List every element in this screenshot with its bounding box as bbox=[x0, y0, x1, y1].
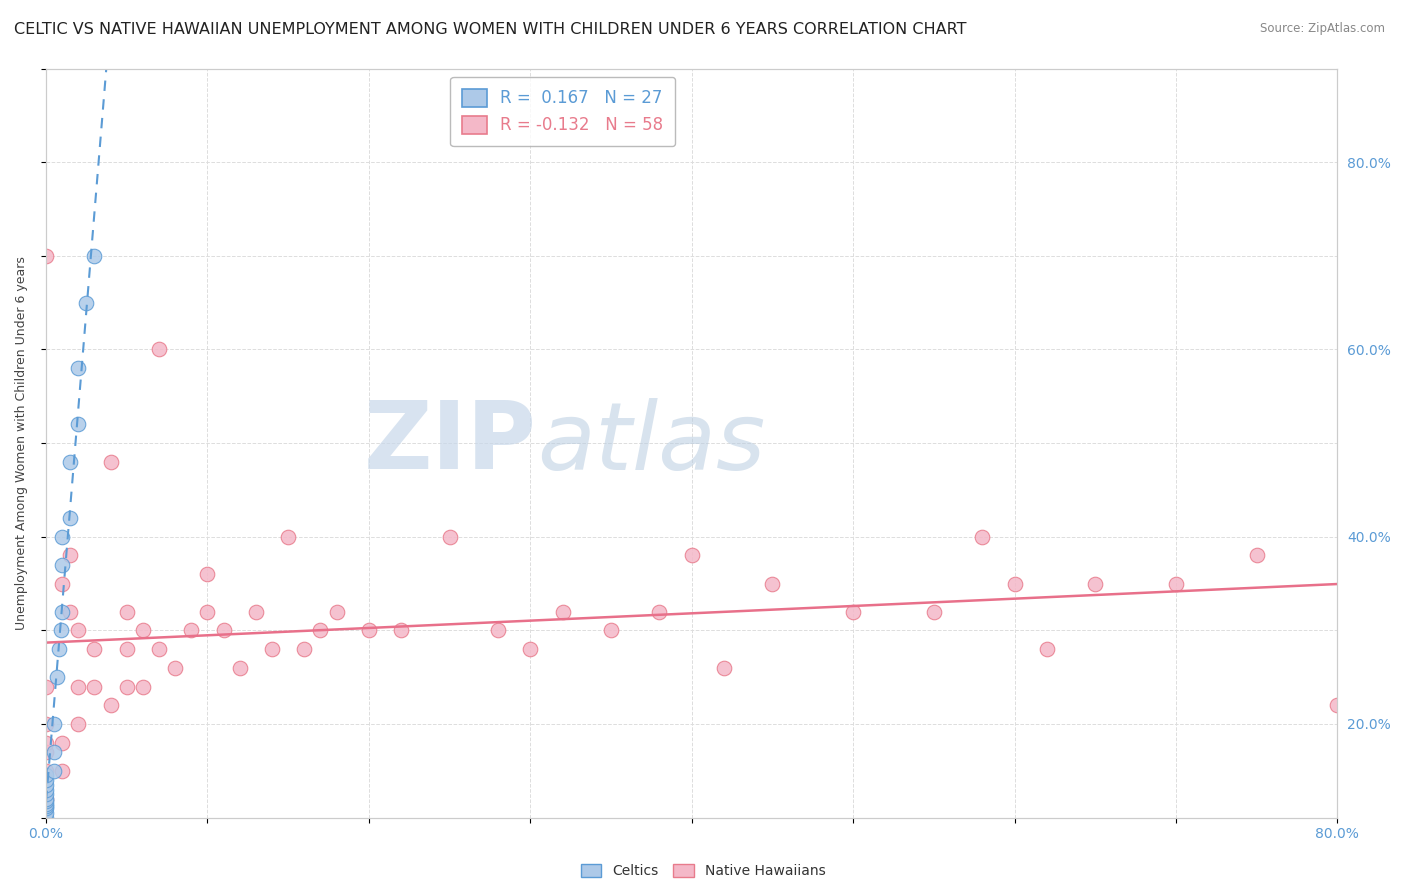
Point bbox=[35, 787, 58, 801]
Point bbox=[35, 249, 58, 263]
Point bbox=[67, 717, 90, 731]
Point bbox=[681, 549, 703, 563]
Point bbox=[212, 624, 235, 638]
Point bbox=[35, 794, 58, 808]
Point bbox=[59, 511, 82, 525]
Point bbox=[389, 624, 412, 638]
Point bbox=[197, 567, 219, 582]
Point bbox=[148, 343, 170, 357]
Point bbox=[35, 811, 58, 825]
Text: CELTIC VS NATIVE HAWAIIAN UNEMPLOYMENT AMONG WOMEN WITH CHILDREN UNDER 6 YEARS C: CELTIC VS NATIVE HAWAIIAN UNEMPLOYMENT A… bbox=[14, 22, 966, 37]
Point bbox=[1246, 549, 1268, 563]
Point bbox=[35, 792, 58, 806]
Point bbox=[51, 558, 73, 572]
Point bbox=[35, 805, 58, 820]
Point bbox=[51, 576, 73, 591]
Point bbox=[46, 670, 69, 684]
Point bbox=[277, 530, 299, 544]
Point bbox=[67, 680, 90, 694]
Point bbox=[67, 361, 90, 376]
Point bbox=[439, 530, 461, 544]
Point bbox=[132, 680, 155, 694]
Point bbox=[1036, 642, 1059, 657]
Point bbox=[292, 642, 315, 657]
Point bbox=[35, 745, 58, 759]
Legend: R =  0.167   N = 27, R = -0.132   N = 58: R = 0.167 N = 27, R = -0.132 N = 58 bbox=[450, 77, 675, 146]
Point bbox=[35, 680, 58, 694]
Point bbox=[35, 801, 58, 815]
Point bbox=[67, 417, 90, 432]
Point bbox=[486, 624, 509, 638]
Point bbox=[35, 792, 58, 806]
Text: ZIP: ZIP bbox=[364, 397, 537, 489]
Point bbox=[357, 624, 380, 638]
Point bbox=[35, 768, 58, 782]
Point bbox=[1004, 576, 1026, 591]
Point bbox=[132, 624, 155, 638]
Text: Source: ZipAtlas.com: Source: ZipAtlas.com bbox=[1260, 22, 1385, 36]
Point bbox=[59, 455, 82, 469]
Point bbox=[922, 605, 945, 619]
Point bbox=[1326, 698, 1348, 713]
Text: atlas: atlas bbox=[537, 398, 765, 489]
Point bbox=[35, 736, 58, 750]
Y-axis label: Unemployment Among Women with Children Under 6 years: Unemployment Among Women with Children U… bbox=[15, 256, 28, 630]
Point bbox=[35, 799, 58, 814]
Point bbox=[51, 736, 73, 750]
Point bbox=[59, 549, 82, 563]
Point bbox=[42, 764, 65, 778]
Point bbox=[197, 605, 219, 619]
Point bbox=[35, 778, 58, 792]
Point bbox=[35, 782, 58, 797]
Point bbox=[83, 642, 105, 657]
Point bbox=[972, 530, 994, 544]
Point bbox=[83, 680, 105, 694]
Point bbox=[180, 624, 202, 638]
Point bbox=[42, 717, 65, 731]
Point bbox=[51, 530, 73, 544]
Point bbox=[115, 680, 138, 694]
Point bbox=[519, 642, 541, 657]
Point bbox=[115, 605, 138, 619]
Point bbox=[1164, 576, 1187, 591]
Point bbox=[51, 605, 73, 619]
Point bbox=[75, 295, 97, 310]
Point bbox=[600, 624, 623, 638]
Point bbox=[83, 249, 105, 263]
Point bbox=[35, 717, 58, 731]
Point bbox=[42, 745, 65, 759]
Point bbox=[51, 764, 73, 778]
Point bbox=[59, 605, 82, 619]
Point bbox=[67, 624, 90, 638]
Point bbox=[48, 642, 70, 657]
Point bbox=[165, 661, 187, 675]
Point bbox=[100, 455, 122, 469]
Point bbox=[100, 698, 122, 713]
Point bbox=[35, 773, 58, 788]
Point bbox=[229, 661, 252, 675]
Point bbox=[842, 605, 865, 619]
Point bbox=[49, 624, 72, 638]
Point bbox=[35, 764, 58, 778]
Point bbox=[1084, 576, 1107, 591]
Point bbox=[551, 605, 574, 619]
Point bbox=[325, 605, 347, 619]
Point bbox=[245, 605, 267, 619]
Point bbox=[648, 605, 671, 619]
Point bbox=[713, 661, 735, 675]
Point bbox=[115, 642, 138, 657]
Point bbox=[148, 642, 170, 657]
Point bbox=[309, 624, 332, 638]
Legend: Celtics, Native Hawaiians: Celtics, Native Hawaiians bbox=[574, 857, 832, 885]
Point bbox=[260, 642, 283, 657]
Point bbox=[761, 576, 783, 591]
Point bbox=[35, 797, 58, 811]
